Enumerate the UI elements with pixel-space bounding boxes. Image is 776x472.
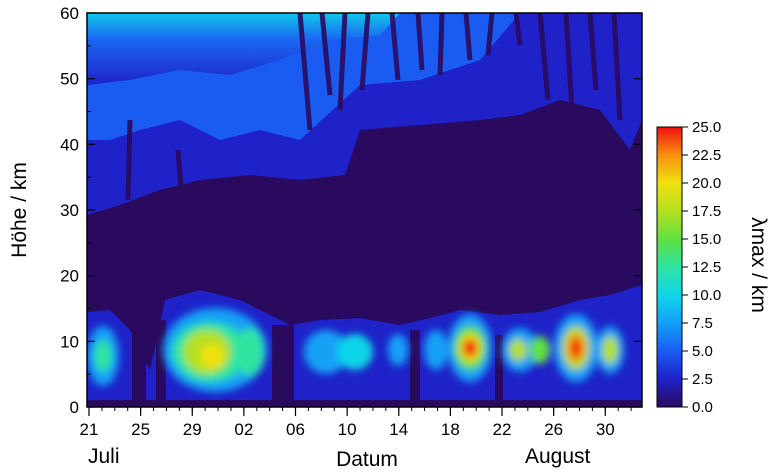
colorbar-tick-label: 5.0 (692, 343, 713, 360)
contour-field (87, 13, 642, 407)
x-tick-label: 14 (389, 420, 408, 439)
y-tick-label: 60 (60, 4, 79, 23)
x-tick-label: 18 (441, 420, 460, 439)
x-tick-label: 22 (493, 420, 512, 439)
colorbar-tick-label: 25.0 (692, 119, 721, 136)
colorbar-tick-label: 20.0 (692, 175, 721, 192)
colorbar-tick-label: 22.5 (692, 147, 721, 164)
y-tick-label: 20 (60, 267, 79, 286)
colorbar-tick-label: 7.5 (692, 315, 713, 332)
x-tick-label: 30 (596, 420, 615, 439)
x-tick-label: 25 (131, 420, 150, 439)
x-tick-label: 10 (338, 420, 357, 439)
colorbar-tick-label: 10.0 (692, 287, 721, 304)
colorbar-tick-label: 17.5 (692, 203, 721, 220)
colorbar-title: λmax / km (747, 217, 770, 313)
colorbar-tick-label: 15.0 (692, 231, 721, 248)
y-tick-label: 40 (60, 135, 79, 154)
lower-blobs (87, 308, 624, 392)
y-axis: 0 10 20 30 40 50 60 (60, 4, 642, 417)
x-tick-label: 29 (183, 420, 202, 439)
month-label-august: August (525, 445, 591, 468)
colorbar (656, 126, 683, 408)
x-tick-label: 06 (286, 420, 305, 439)
y-tick-label: 30 (60, 201, 79, 220)
y-tick-label: 10 (60, 332, 79, 351)
month-label-juli: Juli (88, 445, 120, 468)
x-axis-title: Datum (336, 448, 398, 471)
colorbar-tick-label: 0.0 (692, 399, 713, 416)
y-tick-label: 0 (70, 398, 79, 417)
x-axis: 21 25 29 02 06 10 14 18 22 26 30 (80, 407, 632, 439)
y-axis-title: Höhe / km (8, 162, 31, 258)
upper-streaks (125, 13, 623, 201)
x-tick-label: 02 (234, 420, 253, 439)
lower-gaps (132, 320, 503, 400)
colorbar-ticks: 0.0 2.5 5.0 7.5 10.0 12.5 15.0 17.5 20.0 22.5 25.0 (682, 119, 721, 416)
x-tick-label: 21 (80, 420, 99, 439)
x-tick-label: 26 (544, 420, 563, 439)
y-tick-label: 50 (60, 70, 79, 89)
colorbar-tick-label: 2.5 (692, 371, 713, 388)
colorbar-tick-label: 12.5 (692, 259, 721, 276)
